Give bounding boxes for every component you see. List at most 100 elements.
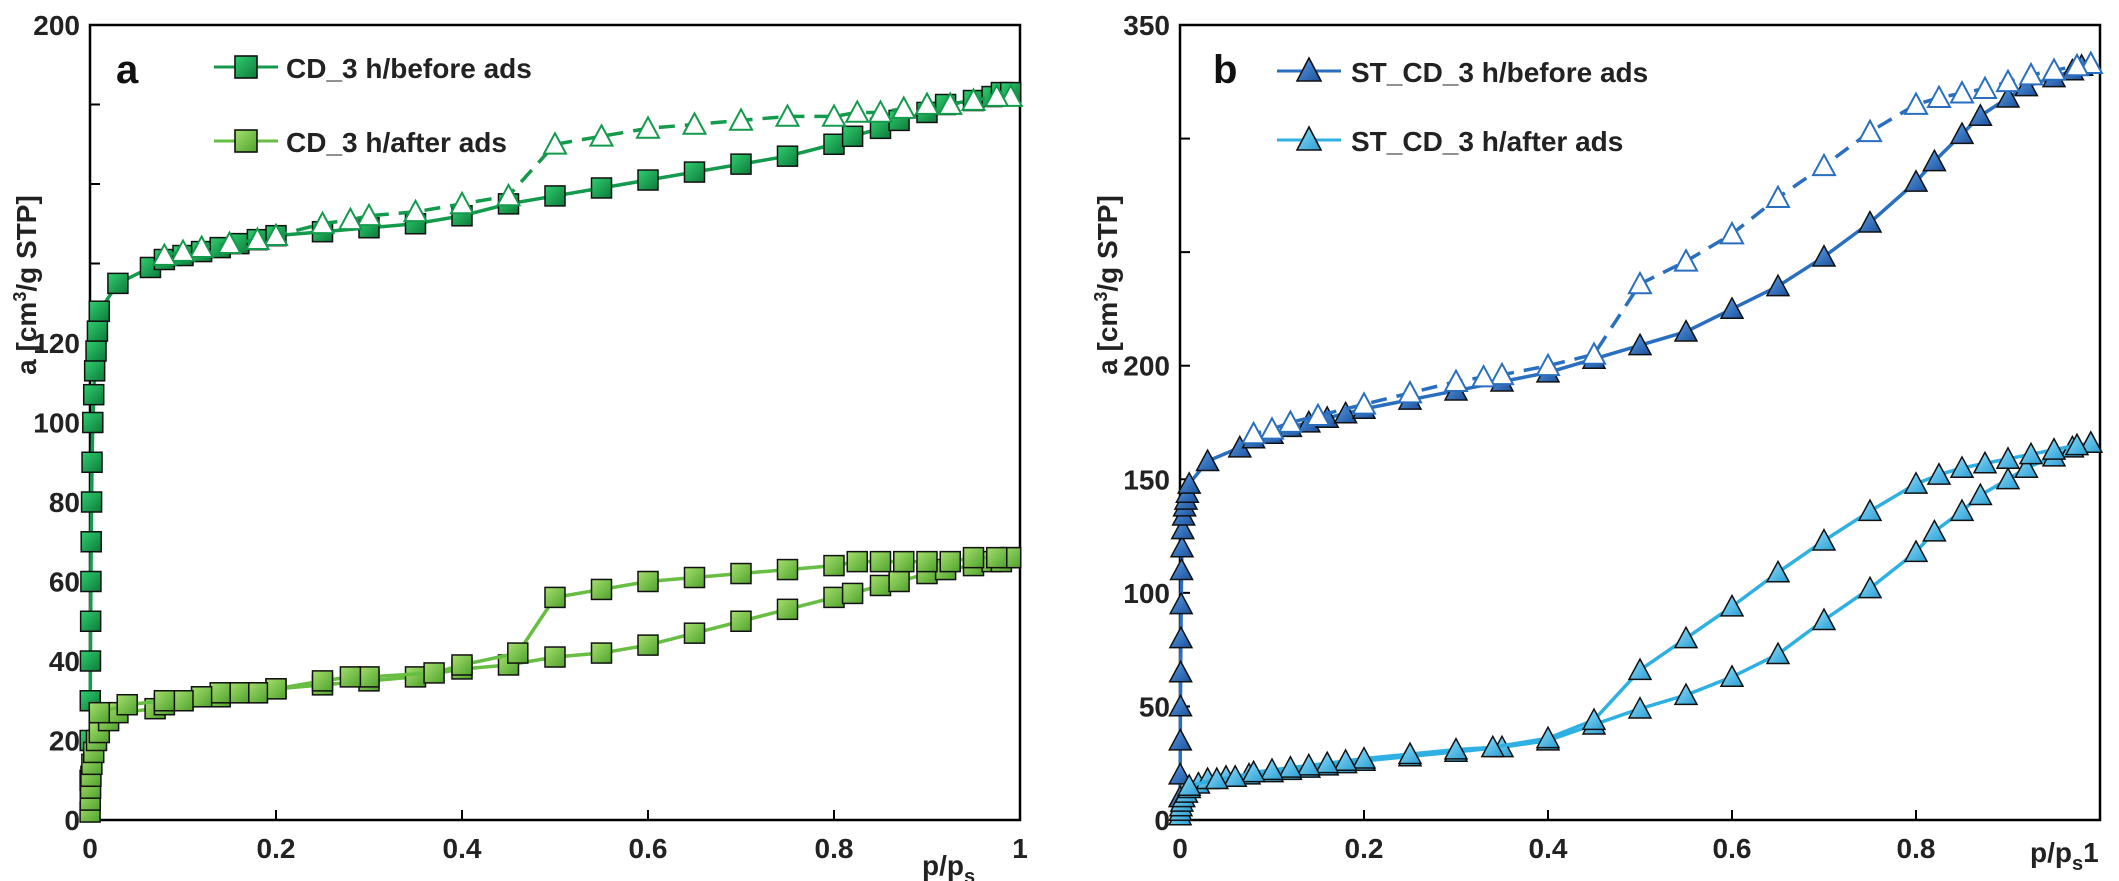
data-point-b-0 [1168,625,1194,649]
panel-b-y-label: a [cm3/g STP] [1091,195,1123,375]
data-point-a-2 [683,622,706,644]
data-point-b-1 [1581,341,1607,365]
y-tick-label: 120 [33,328,80,359]
data-point-a-1 [495,182,522,207]
data-point-a-2 [888,570,910,593]
data-point-a-3 [209,682,231,704]
data-point-a-1 [356,202,382,227]
legend-label-st-after: ST_CD_3 h/after ads [1351,126,1623,157]
data-point-a-1 [844,99,870,123]
data-point-a-1 [542,131,568,155]
data-point-a-1 [635,115,661,139]
data-point-b-0 [1765,273,1791,297]
data-point-b-3 [1811,528,1837,551]
data-point-b-2 [1995,466,2021,490]
data-point-b-1 [1305,402,1331,427]
data-point-b-3 [1314,750,1340,774]
x-tick-label: 0.2 [257,833,296,864]
data-point-a-0 [85,340,107,362]
data-point-a-0 [82,383,105,406]
data-point-b-1 [2018,61,2044,86]
data-point-a-3 [730,562,752,585]
data-point-a-2 [590,642,613,664]
data-point-b-3 [1259,757,1285,781]
data-point-b-0 [1922,148,1947,172]
data-point-a-1 [309,210,336,235]
data-point-b-3 [1719,593,1745,617]
data-point-b-3 [1995,446,2021,469]
data-point-a-1 [728,107,754,131]
data-point-b-0 [1168,727,1193,751]
data-point-a-3 [451,654,473,676]
x-tick-label: 0.6 [1713,833,1752,864]
data-point-a-1 [774,103,801,127]
data-point-b-3 [1176,773,1202,797]
data-point-b-2 [1949,498,1975,522]
data-point-a-3 [962,546,985,569]
data-point-b-3 [1278,755,1303,778]
panel-a-x-label: p/ps [922,850,975,881]
data-point-a-2 [544,646,566,668]
data-point-a-1 [263,222,289,247]
data-point-b-0 [1968,103,1993,126]
data-point-b-3 [1443,737,1469,760]
data-point-a-0 [80,491,103,513]
data-point-a-0 [83,360,106,382]
data-point-b-3 [1204,766,1230,790]
data-point-b-2 [1627,696,1653,719]
data-point-b-3 [1535,725,1561,749]
data-point-a-3 [893,550,915,573]
data-point-b-2 [1857,575,1883,599]
data-point-a-0 [841,125,864,148]
data-point-b-1 [1240,420,1267,445]
data-point-a-2 [841,582,864,605]
panel-a-y-label: a [cm3/g STP] [10,195,42,375]
data-point-b-0 [1168,659,1193,683]
data-point-a-0 [79,610,102,632]
data-point-a-0 [80,531,102,553]
x-tick-label: 0.4 [443,833,482,864]
panel-b-label: b [1213,48,1237,92]
data-point-b-3 [1627,657,1653,681]
data-point-b-1 [1857,118,1883,143]
data-point-b-0 [1673,319,1699,342]
data-point-b-0 [1167,761,1193,785]
data-point-a-0 [107,272,129,295]
x-tick-label: 0 [82,833,98,864]
data-point-b-1 [2078,50,2104,74]
data-point-b-3 [1351,746,1377,769]
data-point-a-0 [81,451,103,473]
y-tick-label: 200 [1123,351,1170,382]
data-point-a-0 [730,153,752,175]
data-point-a-3 [116,693,138,716]
data-point-a-1 [337,206,364,231]
data-point-b-1 [1397,379,1423,404]
y-tick-label: 40 [49,646,80,677]
data-point-b-1 [2041,57,2067,81]
data-point-a-3 [228,682,250,704]
data-point-a-0 [823,133,845,155]
data-point-b-3 [2018,441,2044,465]
data-point-b-1 [1673,248,1699,272]
panel-b-x-label: p/ps1 [2030,837,2099,875]
legend-marker-after [234,129,258,153]
data-point-b-2 [1922,518,1947,542]
data-point-a-1 [216,230,243,254]
data-point-b-0 [1627,332,1653,356]
data-point-b-0 [1719,296,1745,320]
data-point-b-1 [1903,91,1929,115]
data-point-a-3 [246,682,269,704]
data-point-b-3 [1926,462,1952,485]
data-point-b-2 [1968,482,1993,506]
x-tick-label: 0 [1172,833,1188,864]
data-point-b-0 [1176,471,1202,494]
data-point-a-0 [776,145,799,167]
data-point-a-2 [869,574,892,597]
data-point-b-1 [1277,409,1304,433]
data-point-a-3 [869,550,892,573]
x-tick-label: 1 [1012,833,1028,864]
data-point-a-1 [449,190,475,215]
data-point-b-3 [1765,559,1791,583]
data-point-b-0 [1169,557,1194,581]
data-point-a-0 [544,185,566,207]
